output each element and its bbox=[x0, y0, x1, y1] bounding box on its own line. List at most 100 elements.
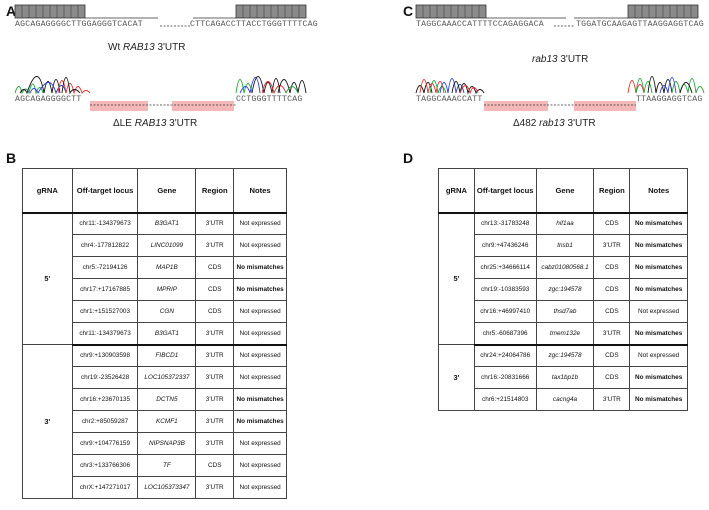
locus-cell: chr5:-72194126 bbox=[71, 256, 139, 279]
region-cell: CDS bbox=[195, 256, 235, 279]
table-row: chr16:+46997410 thsd7ab CDS Not expressed bbox=[439, 300, 688, 323]
panel-a-graphics bbox=[14, 4, 705, 111]
chromatogram-c-right bbox=[627, 76, 705, 94]
notes-cell: Not expressed bbox=[629, 344, 688, 367]
notes-cell: Not expressed bbox=[233, 344, 287, 367]
table-row: chr25:+34666114 cabz01080568.1 CDS No misma… bbox=[439, 256, 688, 279]
gene-cell: FIBCD1 bbox=[137, 344, 197, 367]
grna-cell: 5' bbox=[22, 212, 73, 345]
gene-cell: MAP1B bbox=[137, 256, 197, 279]
notes-cell: No mismatches bbox=[629, 212, 688, 235]
guide-box-c-right bbox=[627, 4, 699, 19]
chromatogram-a-left bbox=[14, 76, 91, 95]
region-cell: 3'UTR bbox=[593, 234, 631, 257]
del-seq-a-right: CCTGGGTTTTCAG bbox=[236, 95, 303, 104]
wt-seq-c-left: TAGGCAAACCATTTTCCAGAGGACA bbox=[416, 20, 544, 29]
notes-cell: No mismatches bbox=[629, 366, 688, 389]
gene-cell: tax1bp1b bbox=[535, 366, 595, 389]
table-row: chrX:+147271017 LOC105373347 3'UTR Not expr… bbox=[23, 476, 287, 499]
locus-cell: chr11:-134379673 bbox=[71, 322, 139, 346]
chromatogram-a-right bbox=[235, 76, 307, 95]
region-cell: CDS bbox=[593, 278, 631, 301]
region-cell: 3'UTR bbox=[195, 344, 235, 367]
gene-cell: zgc:194578 bbox=[535, 344, 595, 367]
table-row: chr5:-72194126 MAP1B CDS No mismatches bbox=[23, 256, 287, 279]
locus-cell: chr3:+133766306 bbox=[71, 454, 139, 477]
notes-cell: Not expressed bbox=[233, 366, 287, 389]
region-cell: 3'UTR bbox=[195, 322, 235, 346]
locus-cell: chr19:-23526428 bbox=[71, 366, 139, 389]
region-cell: 3'UTR bbox=[593, 388, 631, 411]
notes-cell: No mismatches bbox=[233, 410, 287, 433]
region-cell: CDS bbox=[593, 212, 631, 235]
region-cell: CDS bbox=[195, 278, 235, 301]
del-seq-c-left: TAGGCAAACCATT bbox=[416, 95, 483, 104]
locus-cell: chr17:+17167885 bbox=[71, 278, 139, 301]
deletion-bar-c-1 bbox=[484, 101, 548, 111]
gene-cell: B3GAT1 bbox=[137, 212, 197, 235]
notes-cell: No mismatches bbox=[233, 278, 287, 301]
gene-cell: LINC01099 bbox=[137, 234, 197, 257]
header-notes: Notes bbox=[629, 168, 688, 214]
table-row: chr16:-20831666 tax1bp1b CDS No mismatches bbox=[439, 366, 688, 389]
header-gene: Gene bbox=[535, 168, 595, 214]
notes-cell: No mismatches bbox=[629, 388, 688, 411]
notes-cell: No mismatches bbox=[233, 388, 287, 411]
table-row: chr5:-60687396 tmem132e 3'UTR No mismatches bbox=[439, 322, 688, 346]
locus-cell: chr16:-20831666 bbox=[473, 366, 537, 389]
locus-cell: chr6:+21514803 bbox=[473, 388, 537, 411]
wt-seq-a-left: AGCAGAGGGGCTTGGAGGGTCACAT bbox=[15, 20, 143, 29]
region-cell: 3'UTR bbox=[195, 212, 235, 235]
header-notes: Notes bbox=[233, 168, 287, 214]
locus-cell: chr16:+46997410 bbox=[473, 300, 537, 323]
table-row: chr2:+85059287 KCMF1 3'UTR No mismatches bbox=[23, 410, 287, 433]
locus-cell: chr25:+34666114 bbox=[473, 256, 537, 279]
guide-box-a-left bbox=[14, 4, 86, 19]
gene-cell: cacng4a bbox=[535, 388, 595, 411]
header-gene: Gene bbox=[137, 168, 197, 214]
panel-label-a: A bbox=[6, 3, 17, 19]
notes-cell: Not expressed bbox=[629, 300, 688, 323]
gene-cell: zgc:194578 bbox=[535, 278, 595, 301]
gene-cell: B3GAT1 bbox=[137, 322, 197, 346]
region-cell: CDS bbox=[593, 366, 631, 389]
gene-cell: NIPSNAP3B bbox=[137, 432, 197, 455]
del-seq-c-right: TTAAGGAGGTCAG bbox=[636, 95, 703, 104]
gene-cell: cabz01080568.1 bbox=[535, 256, 595, 279]
gene-cell: KCMF1 bbox=[137, 410, 197, 433]
notes-cell: No mismatches bbox=[233, 256, 287, 279]
header-region: Region bbox=[195, 168, 235, 214]
region-cell: CDS bbox=[195, 300, 235, 323]
notes-cell: No mismatches bbox=[629, 322, 688, 346]
notes-cell: Not expressed bbox=[233, 432, 287, 455]
guide-box-a-right bbox=[235, 4, 307, 19]
locus-cell: chr24:+24064786 bbox=[473, 344, 537, 367]
off-target-table-d: gRNA Off-target locus Gene Region Notes … bbox=[438, 168, 688, 411]
locus-cell: chr11:-134379673 bbox=[71, 212, 139, 235]
table-b-body: 5' chr11:-134379673 B3GAT1 3'UTR Not express… bbox=[22, 212, 287, 499]
table-row: 5' chr11:-134379673 B3GAT1 3'UTR Not express… bbox=[22, 212, 287, 345]
gene-cell: hif1aa bbox=[535, 212, 595, 235]
off-target-table-b: gRNA Off-target locus Gene Region Notes … bbox=[22, 168, 287, 499]
gene-cell: CGN bbox=[137, 300, 197, 323]
notes-cell: No mismatches bbox=[629, 278, 688, 301]
region-cell: CDS bbox=[593, 344, 631, 367]
panel-label-c: C bbox=[403, 3, 414, 19]
header-grna: gRNA bbox=[438, 168, 475, 214]
table-row: 3' chr24:+24064786 zgc:194578 CDS Not expres… bbox=[438, 344, 688, 411]
locus-cell: chr1:+151527003 bbox=[71, 300, 139, 323]
region-cell: 3'UTR bbox=[195, 432, 235, 455]
grna-cell: 3' bbox=[438, 344, 475, 411]
table-row: 3' chr9:+130903598 FIBCD1 3'UTR Not expresse… bbox=[22, 344, 287, 499]
notes-cell: Not expressed bbox=[233, 212, 287, 235]
header-grna: gRNA bbox=[22, 168, 73, 214]
deletion-bar-a-2 bbox=[172, 101, 234, 111]
region-cell: 3'UTR bbox=[195, 476, 235, 499]
notes-cell: No mismatches bbox=[629, 256, 688, 279]
chromatogram-c-left bbox=[415, 78, 485, 95]
table-row: chr19:-23526428 LOC105372337 3'UTR Not expr… bbox=[23, 366, 287, 389]
gene-cell: LOC105372337 bbox=[137, 366, 197, 389]
gene-cell: LOC105373347 bbox=[137, 476, 197, 499]
table-row: chr19:-10383593 zgc:194578 CDS No mismatche… bbox=[439, 278, 688, 301]
notes-cell: Not expressed bbox=[233, 300, 287, 323]
